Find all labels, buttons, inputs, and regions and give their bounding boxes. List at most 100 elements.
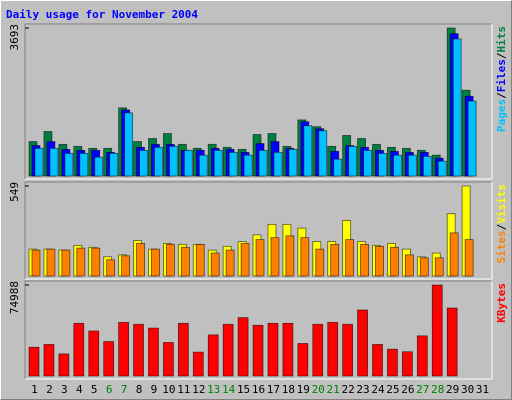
bar	[452, 38, 462, 177]
bar	[330, 243, 340, 277]
x-tick-label: 23	[356, 383, 369, 396]
bar	[207, 334, 219, 377]
bar	[109, 152, 119, 177]
bar	[28, 346, 40, 377]
bar	[192, 351, 204, 377]
legend-separator: /	[495, 52, 508, 59]
bar	[282, 322, 294, 377]
x-tick-label: 15	[237, 383, 250, 396]
bar	[148, 327, 159, 377]
chart-title: Daily usage for November 2004	[6, 8, 198, 21]
x-tick-label: 6	[106, 383, 113, 396]
panel-edge-light	[25, 182, 493, 280]
bar	[151, 248, 160, 277]
bar	[213, 149, 223, 177]
bar	[375, 245, 384, 277]
bar	[58, 353, 70, 377]
legend: Sites/Visits	[495, 184, 508, 264]
bar	[357, 309, 368, 377]
bar	[243, 154, 253, 177]
panel-edge-light	[25, 24, 493, 180]
legend: Pages/Files/Hits	[495, 26, 508, 132]
x-tick-label: 5	[91, 383, 98, 396]
bar	[363, 149, 372, 177]
bar	[434, 257, 444, 277]
bar	[318, 130, 328, 177]
bar	[136, 242, 145, 277]
bar	[312, 323, 324, 377]
bar	[121, 255, 131, 277]
x-tick-label: 18	[282, 383, 295, 396]
bar	[437, 160, 447, 177]
bar	[124, 112, 134, 177]
bar	[288, 148, 298, 177]
legend-entry: KBytes	[495, 283, 508, 323]
bar	[327, 321, 339, 377]
bar	[297, 343, 309, 377]
bar	[222, 323, 234, 377]
bar	[91, 247, 101, 277]
x-tick-label: 13	[207, 383, 220, 396]
x-tick-label: 27	[416, 383, 429, 396]
bar	[61, 249, 71, 277]
bar	[154, 146, 163, 177]
bar	[177, 322, 189, 377]
x-tick-label: 11	[177, 383, 190, 396]
bar	[273, 151, 283, 177]
bar	[345, 239, 355, 277]
bar	[422, 155, 432, 177]
x-tick-label: 31	[476, 383, 489, 396]
x-tick-label: 1	[31, 383, 38, 396]
panel-edge-light	[25, 281, 493, 380]
panel-edge-dark	[24, 280, 492, 379]
bar	[210, 252, 220, 277]
bar	[416, 335, 428, 377]
bar	[180, 246, 190, 277]
bar	[342, 323, 354, 377]
bar	[449, 232, 459, 277]
bar	[228, 151, 238, 177]
bar	[258, 149, 268, 177]
bar	[393, 154, 402, 177]
x-tick-label: 22	[341, 383, 354, 396]
bar	[46, 248, 56, 277]
bar	[49, 147, 59, 177]
bar	[267, 322, 279, 377]
bar	[240, 242, 250, 277]
bar	[43, 344, 55, 377]
bar	[390, 246, 399, 277]
bar	[270, 237, 280, 277]
x-tick-label: 28	[431, 383, 444, 396]
bar	[195, 243, 205, 277]
bar	[94, 156, 104, 177]
legend-entry: Sites	[495, 230, 508, 263]
bar	[31, 249, 41, 277]
bar	[348, 145, 358, 177]
bar	[404, 254, 414, 277]
x-tick-label: 2	[46, 383, 53, 396]
legend-separator: /	[495, 92, 508, 99]
x-tick-label: 12	[192, 383, 205, 396]
bar	[285, 235, 295, 277]
bar	[103, 341, 115, 377]
bar	[303, 125, 313, 177]
bar	[166, 243, 175, 277]
x-tick-label: 9	[151, 383, 158, 396]
bar	[163, 342, 174, 377]
x-tick-label: 30	[461, 383, 474, 396]
bar	[333, 158, 343, 177]
bar	[378, 152, 387, 177]
bar	[360, 243, 369, 277]
bar	[225, 249, 235, 277]
panel-edge-dark	[24, 23, 492, 179]
bar	[106, 259, 116, 277]
legend-entry: Files	[495, 59, 508, 92]
panel-edge-dark	[24, 181, 492, 279]
x-tick-label: 29	[446, 383, 459, 396]
bar	[387, 348, 398, 377]
bar	[88, 330, 100, 377]
x-tick-label: 19	[297, 383, 310, 396]
x-tick-label: 8	[136, 383, 143, 396]
